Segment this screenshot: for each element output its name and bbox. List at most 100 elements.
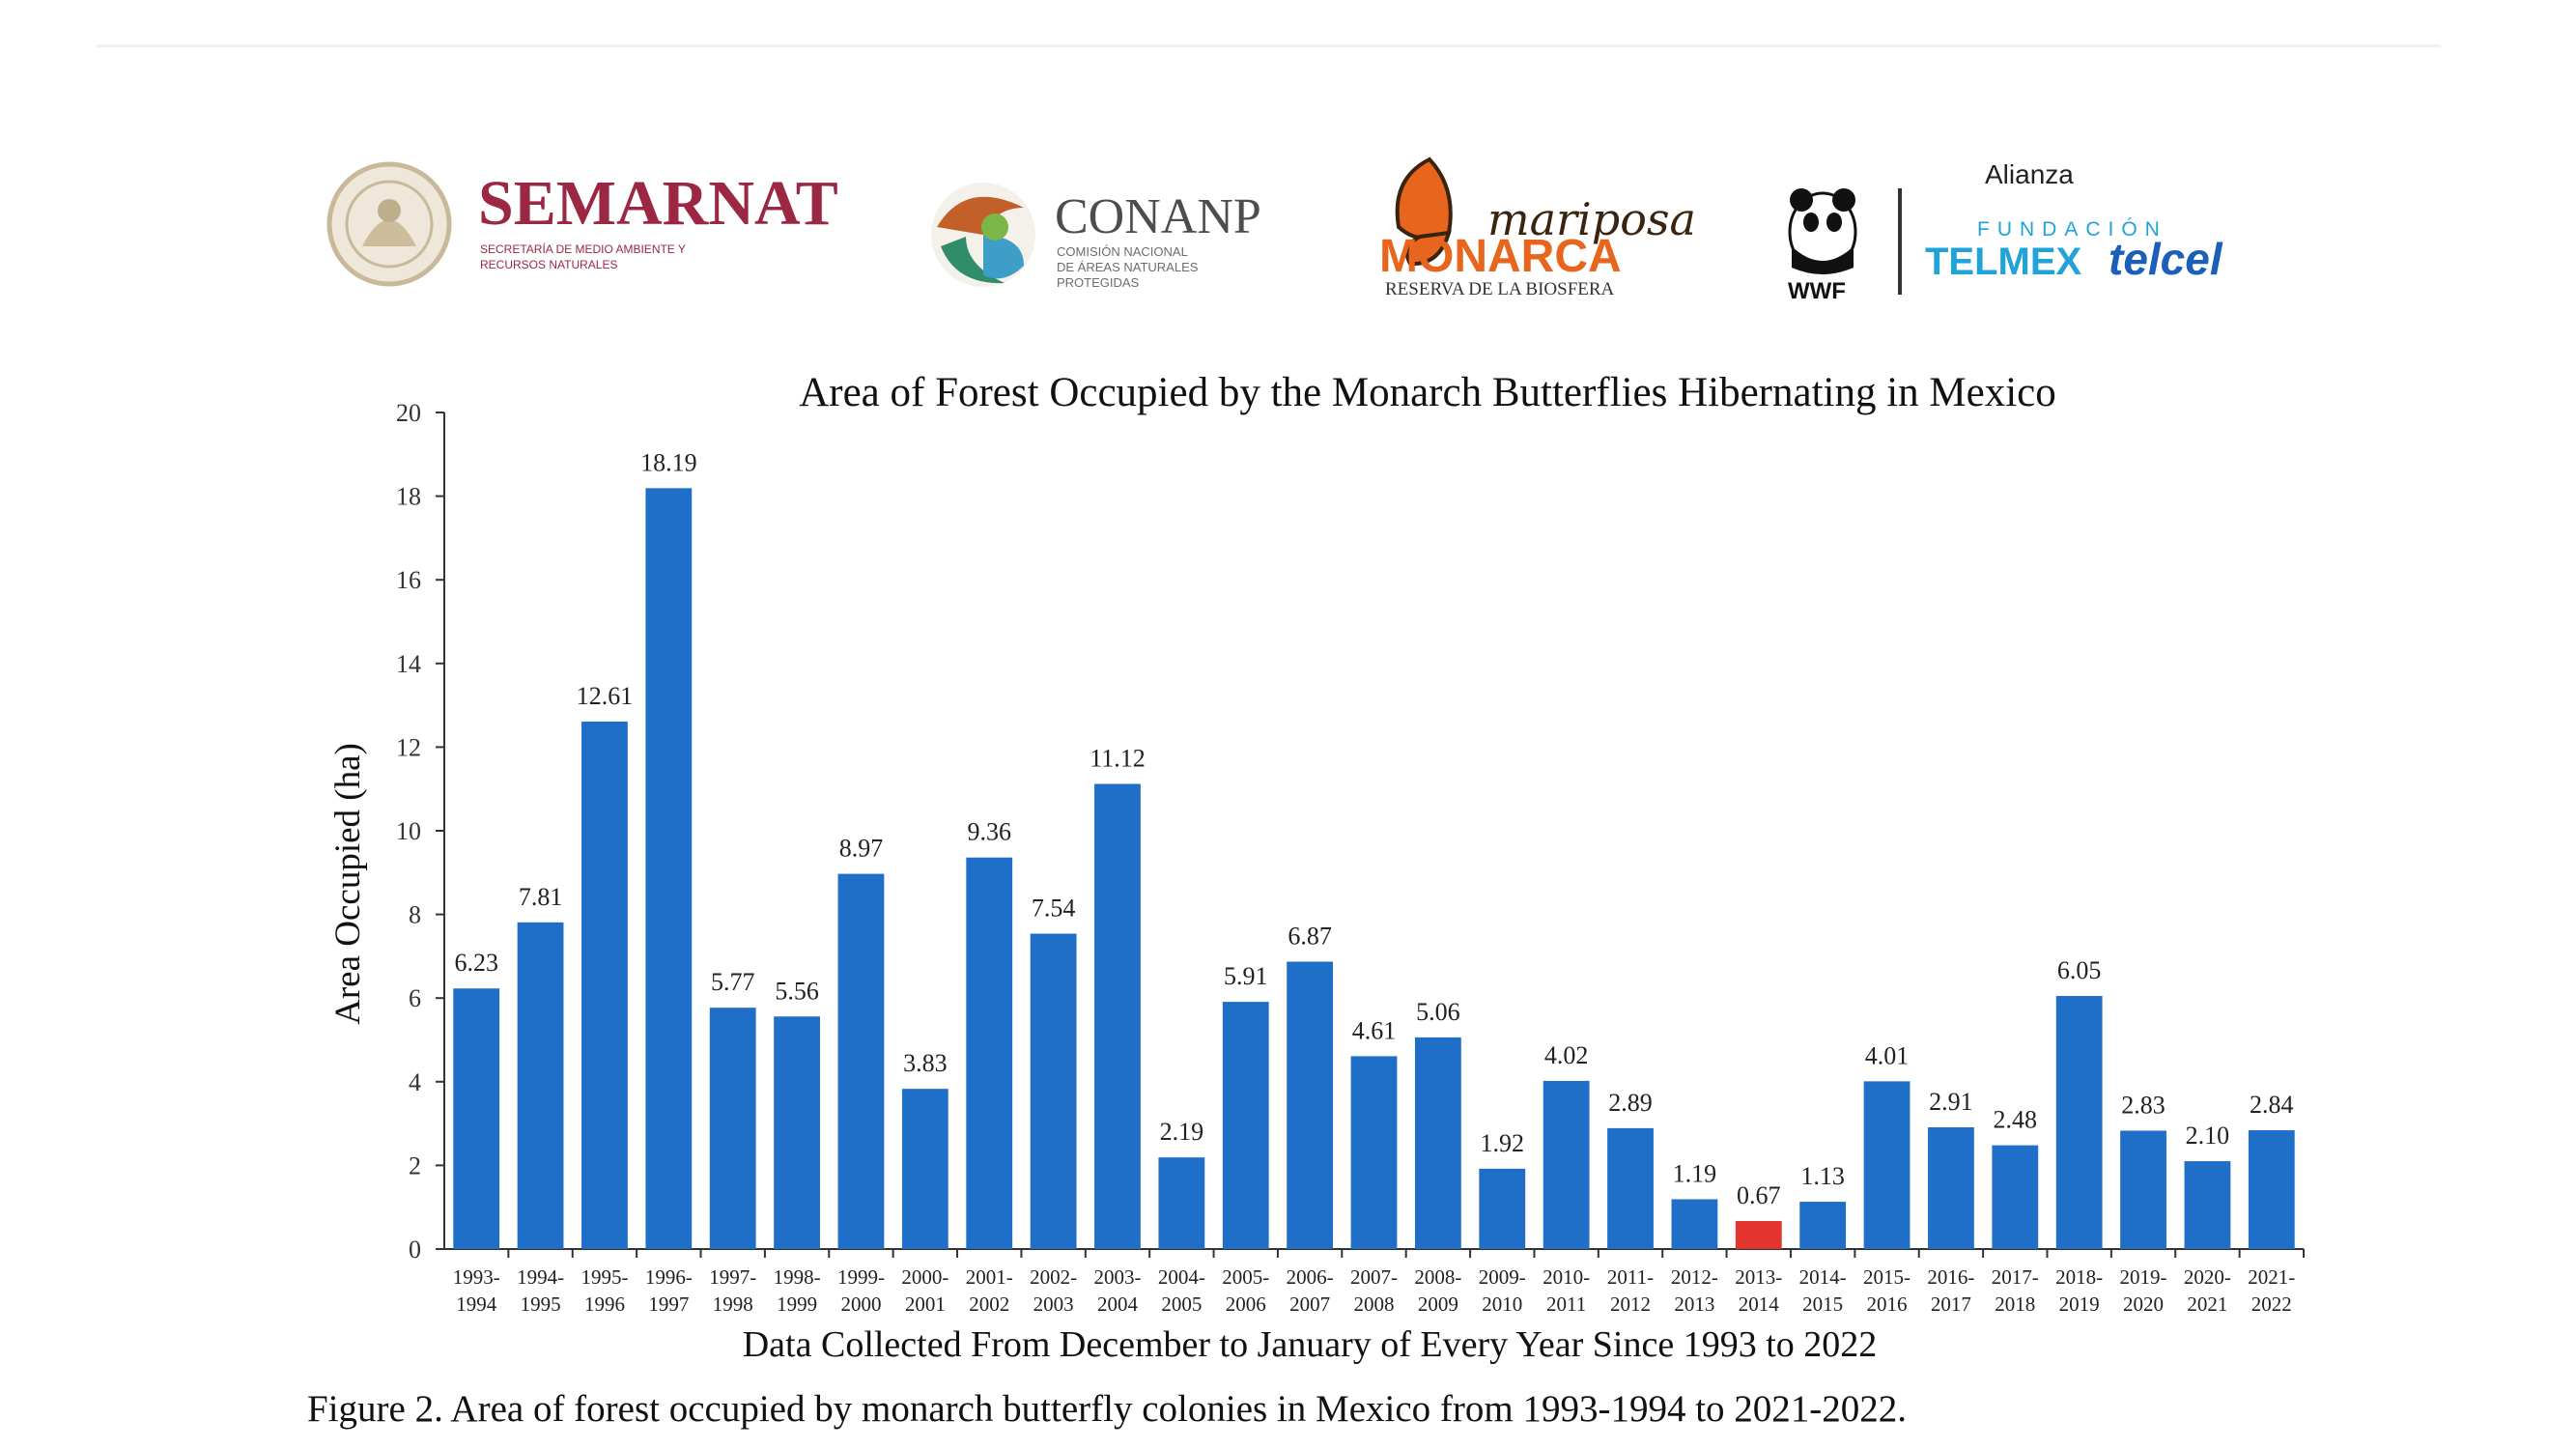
x-tick-label: 2019- <box>2120 1265 2167 1289</box>
x-tick-label: 2006 <box>1226 1293 1266 1316</box>
bar <box>517 922 564 1249</box>
bar-value-label: 6.23 <box>454 949 498 977</box>
bar <box>837 873 885 1249</box>
svg-text:telcel: telcel <box>2109 234 2223 284</box>
bar-value-label: 11.12 <box>1090 745 1146 773</box>
logo-banner: SEMARNAT SECRETARÍA DE MEDIO AMBIENTE Y … <box>309 145 2279 309</box>
x-tick-label: 1993- <box>453 1265 500 1289</box>
bar <box>2055 996 2103 1249</box>
svg-text:Alianza: Alianza <box>1985 159 2074 189</box>
x-tick-label: 1997- <box>709 1265 756 1289</box>
y-tick-label: 2 <box>409 1151 421 1179</box>
x-tick-label: 2007 <box>1289 1293 1330 1316</box>
bar <box>2248 1130 2295 1249</box>
y-tick-label: 6 <box>409 984 421 1012</box>
bar-value-label: 6.05 <box>2057 956 2102 984</box>
bar-value-label: 1.92 <box>1481 1129 1525 1157</box>
bar <box>1030 933 1077 1249</box>
x-tick-label: 2002 <box>969 1293 1009 1316</box>
bar <box>1928 1126 1974 1249</box>
mariposa-monarca-logo: mariposa MONARCA RESERVA DE LA BIOSFERA <box>1372 140 1739 304</box>
bar <box>1287 961 1334 1249</box>
bar <box>774 1016 820 1249</box>
bar <box>1992 1145 2039 1249</box>
x-tick-label: 2001- <box>966 1265 1013 1289</box>
x-tick-label: 2005 <box>1161 1293 1202 1316</box>
y-tick-label: 8 <box>409 901 421 929</box>
bar-value-label: 18.19 <box>640 448 697 476</box>
bar-value-label: 3.83 <box>903 1049 948 1077</box>
y-tick-label: 4 <box>409 1068 421 1096</box>
bar <box>2120 1130 2166 1249</box>
bar-value-label: 1.19 <box>1673 1159 1717 1187</box>
bar-value-label: 0.67 <box>1737 1181 1781 1209</box>
bar <box>901 1089 948 1249</box>
x-tick-label: 2003 <box>1033 1293 1074 1316</box>
x-tick-label: 2014- <box>1799 1265 1847 1289</box>
y-tick-label: 12 <box>396 733 421 761</box>
svg-text:PROTEGIDAS: PROTEGIDAS <box>1057 275 1140 290</box>
x-tick-label: 2014 <box>1739 1293 1780 1316</box>
bar-chart: Area of Forest Occupied by the Monarch B… <box>328 370 2305 1365</box>
x-tick-label: 2016 <box>1867 1293 1908 1316</box>
svg-text:TELMEX: TELMEX <box>1925 241 2082 283</box>
x-tick-label: 2011- <box>1607 1265 1654 1289</box>
x-tick-label: 2019 <box>2059 1293 2100 1316</box>
bar-value-label: 4.01 <box>1865 1041 1910 1069</box>
x-axis-label: Data Collected From December to January … <box>743 1324 1878 1365</box>
bar <box>1350 1056 1398 1249</box>
x-tick-label: 2008- <box>1414 1265 1461 1289</box>
x-tick-label: 1997 <box>648 1293 689 1316</box>
x-tick-label: 2017 <box>1931 1293 1971 1316</box>
y-tick-label: 20 <box>396 399 421 427</box>
bar <box>581 721 628 1249</box>
chart-title: Area of Forest Occupied by the Monarch B… <box>799 370 2056 415</box>
bar <box>1799 1202 1847 1249</box>
bar-value-label: 5.77 <box>711 968 755 996</box>
bar <box>1414 1037 1461 1249</box>
bar <box>1479 1168 1526 1249</box>
x-tick-label: 2015- <box>1863 1265 1911 1289</box>
x-tick-label: 2006- <box>1287 1265 1334 1289</box>
svg-text:MONARCA: MONARCA <box>1379 231 1622 282</box>
bar-value-label: 8.97 <box>839 835 884 863</box>
butterfly-icon <box>1395 156 1453 267</box>
x-tick-label: 2021- <box>2248 1265 2295 1289</box>
bar-value-label: 2.19 <box>1160 1118 1204 1146</box>
bar <box>1735 1220 1782 1249</box>
bar-value-label: 7.81 <box>519 883 563 911</box>
svg-text:SEMARNAT: SEMARNAT <box>478 168 838 239</box>
wwf-logo: WWF <box>1782 179 1888 304</box>
bar-value-label: 6.87 <box>1288 923 1332 951</box>
y-axis: 0 2 4 6 8 10 12 14 16 18 20 <box>396 399 445 1264</box>
x-tick-label: 1995- <box>580 1265 628 1289</box>
conanp-emblem-icon <box>931 183 1035 287</box>
y-tick-label: 16 <box>396 566 421 594</box>
x-tick-label: 1996 <box>584 1293 625 1316</box>
x-tick-label: 2020- <box>2184 1265 2231 1289</box>
x-tick-label: 2005- <box>1222 1265 1269 1289</box>
x-tick-label: 2013- <box>1735 1265 1782 1289</box>
x-tick-label: 2002- <box>1030 1265 1077 1289</box>
x-tick-label: 2009 <box>1418 1293 1458 1316</box>
x-tick-label: 2000- <box>901 1265 948 1289</box>
svg-text:mariposa: mariposa <box>1487 193 1696 245</box>
value-labels: 6.23 7.81 12.61 18.19 5.77 5.56 8.97 3.83 9.36 7.… <box>454 448 2293 1209</box>
x-tick-label: 2003- <box>1093 1265 1141 1289</box>
x-tick-label: 2010 <box>1482 1293 1522 1316</box>
top-divider <box>97 44 2441 47</box>
x-tick-label: 2016- <box>1927 1265 1974 1289</box>
bar <box>2184 1161 2231 1249</box>
bar-value-label: 4.02 <box>1544 1041 1589 1069</box>
x-tick-label: 2018 <box>1995 1293 2035 1316</box>
x-tick-label: 2008 <box>1354 1293 1395 1316</box>
y-tick-label: 0 <box>409 1236 421 1264</box>
x-tick-label: 1999- <box>837 1265 885 1289</box>
bar-value-label: 9.36 <box>967 818 1011 846</box>
x-tick-label: 2004 <box>1097 1293 1139 1316</box>
bar <box>1671 1199 1718 1249</box>
x-tick-label: 1996- <box>645 1265 693 1289</box>
bar-value-label: 2.91 <box>1929 1088 1973 1116</box>
x-tick-label: 2021 <box>2187 1293 2227 1316</box>
x-tick-label: 2004- <box>1158 1265 1205 1289</box>
